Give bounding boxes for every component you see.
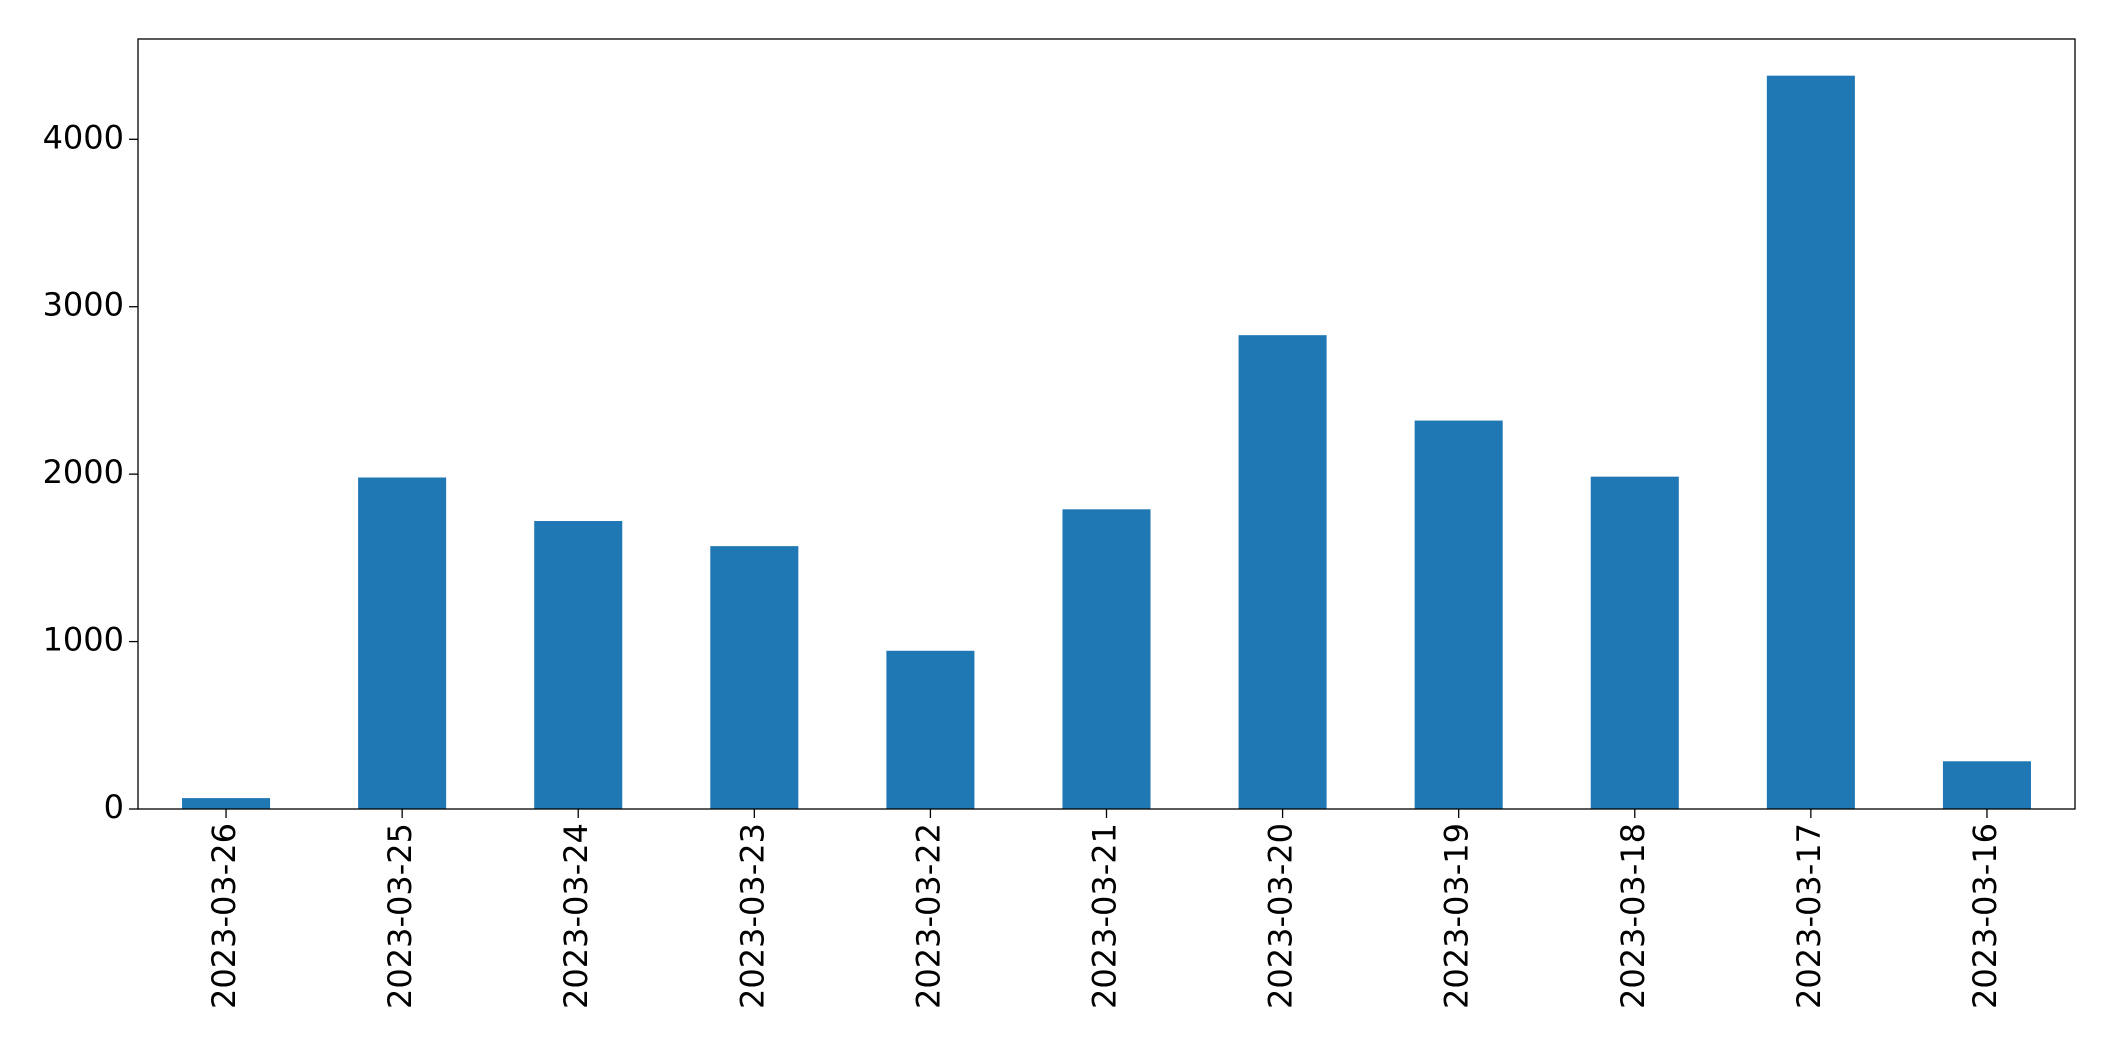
x-tick-label: 2023-03-26 bbox=[205, 823, 243, 1009]
x-tick-label: 2023-03-24 bbox=[557, 823, 595, 1009]
x-tick-label: 2023-03-22 bbox=[909, 823, 947, 1009]
x-tick-label: 2023-03-21 bbox=[1086, 823, 1124, 1009]
x-tick-label: 2023-03-18 bbox=[1614, 823, 1652, 1009]
y-tick-label: 1000 bbox=[43, 621, 124, 659]
axes-frame bbox=[137, 38, 2076, 810]
bar bbox=[182, 798, 271, 809]
y-tick-label: 0 bbox=[104, 788, 124, 826]
bar bbox=[1766, 75, 1855, 809]
y-tick-label: 4000 bbox=[43, 118, 124, 156]
x-tick-label: 2023-03-19 bbox=[1438, 823, 1476, 1009]
x-tick-label: 2023-03-23 bbox=[733, 823, 771, 1009]
x-tick-label: 2023-03-17 bbox=[1790, 823, 1828, 1009]
x-tick-label: 2023-03-16 bbox=[1966, 823, 2004, 1009]
bar bbox=[1414, 420, 1503, 809]
bar bbox=[534, 521, 623, 809]
bar bbox=[886, 650, 975, 809]
x-tick-label: 2023-03-20 bbox=[1262, 823, 1300, 1009]
y-tick-label: 3000 bbox=[43, 286, 124, 324]
y-tick-label: 2000 bbox=[43, 453, 124, 491]
x-tick-label: 2023-03-25 bbox=[381, 823, 419, 1009]
bar bbox=[358, 477, 447, 809]
bar bbox=[1062, 509, 1151, 809]
bar bbox=[710, 546, 799, 809]
bar bbox=[1942, 761, 2031, 809]
bar bbox=[1238, 335, 1327, 809]
bar bbox=[1590, 476, 1679, 809]
